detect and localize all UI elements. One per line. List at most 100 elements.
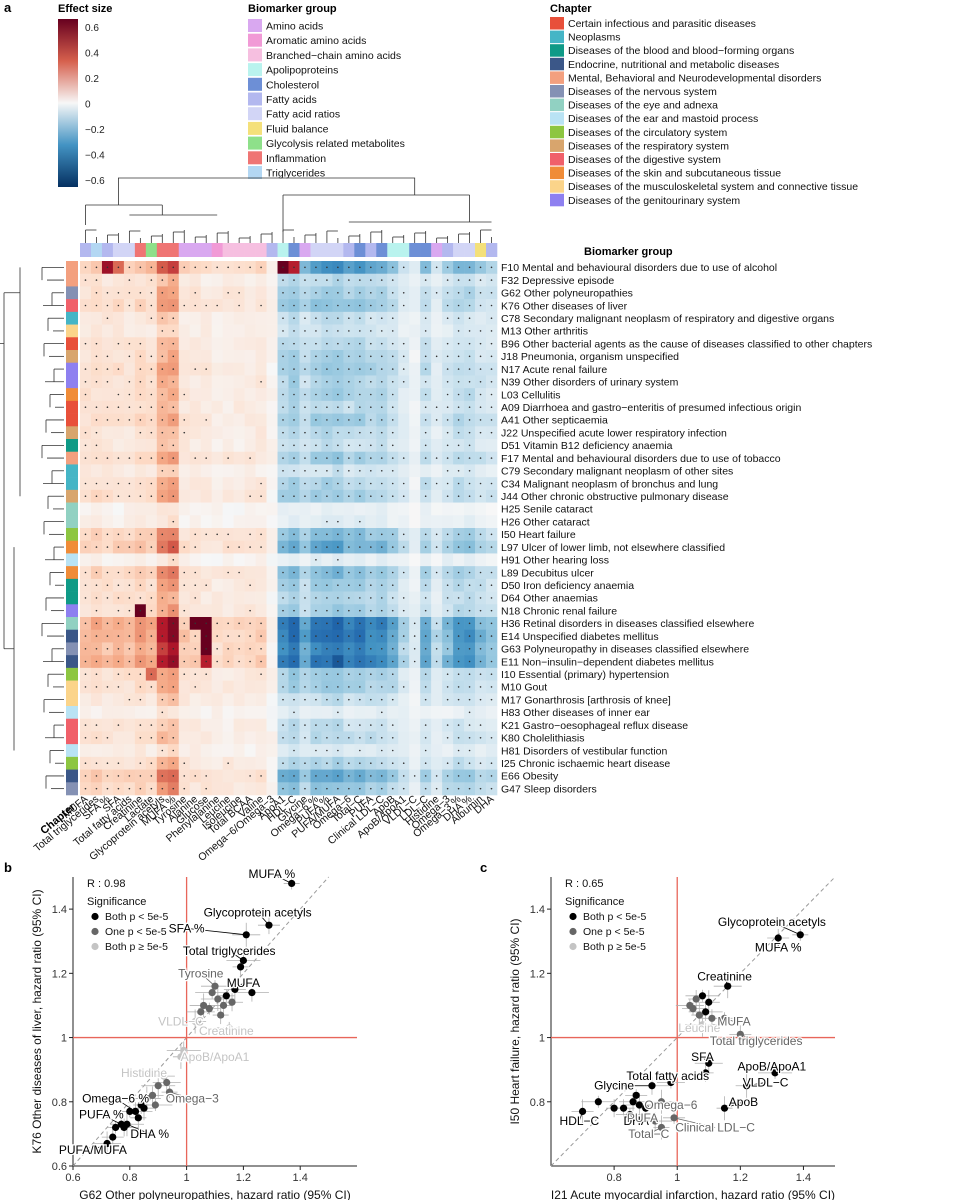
biomarker-group-cell	[222, 243, 234, 257]
significance-dot	[293, 380, 295, 383]
heatmap-cell	[90, 553, 103, 567]
significance-dot	[183, 787, 186, 790]
significance-dot	[117, 419, 120, 421]
significance-dot	[348, 787, 350, 790]
significance-dot	[194, 584, 197, 587]
significance-dot	[435, 787, 438, 790]
heatmap-cell	[244, 464, 256, 478]
heatmap-cell	[299, 706, 311, 720]
significance-dot	[348, 775, 350, 777]
significance-dot	[490, 571, 493, 574]
heatmap-cell	[233, 578, 245, 592]
significance-dot	[479, 495, 482, 498]
significance-dot	[260, 304, 262, 307]
biomarker-legend-label: Amino acids	[266, 21, 323, 33]
significance-dot	[249, 266, 251, 269]
significance-dot	[380, 597, 383, 599]
significance-dot	[161, 482, 164, 485]
significance-dot	[315, 724, 317, 726]
heatmap-cell	[123, 718, 136, 732]
biomarker-group-cell	[398, 243, 410, 257]
heatmap-cell	[189, 782, 202, 796]
heatmap-cell	[222, 553, 234, 567]
chapter-cell	[66, 566, 78, 580]
heatmap-cell	[409, 273, 421, 287]
heatmap-cell	[189, 413, 202, 427]
row-label: K21 Gastro−oesophageal reflux disease	[501, 720, 688, 732]
chapter-cell	[66, 261, 78, 275]
heatmap-cell	[244, 718, 256, 732]
heatmap-cell	[178, 324, 191, 338]
heatmap-cell	[178, 693, 191, 707]
significance-dot	[106, 291, 109, 294]
row-label: G62 Other polyneuropathies	[501, 288, 633, 300]
significance-dot	[139, 431, 142, 434]
chapter-legend-swatch	[550, 166, 564, 180]
significance-dot	[468, 368, 471, 370]
heatmap-cell	[233, 439, 245, 453]
heatmap-cell	[222, 299, 234, 313]
significance-dot	[402, 304, 405, 307]
significance-dot	[391, 457, 394, 459]
heatmap-cell	[101, 439, 114, 453]
significance-dot	[260, 622, 262, 625]
label-leader	[92, 1143, 108, 1151]
heatmap-cell	[244, 553, 256, 567]
significance-dot	[457, 686, 460, 688]
significance-dot	[95, 355, 98, 358]
significance-dot	[172, 291, 175, 294]
significance-dot	[282, 546, 284, 548]
chapter-legend-swatch	[550, 193, 564, 207]
chapter-legend-swatch	[550, 44, 564, 57]
significance-dot	[128, 380, 131, 383]
significance-dot	[150, 355, 153, 358]
heatmap-cell	[420, 502, 432, 516]
label-leader	[699, 1024, 703, 1029]
significance-dot	[304, 406, 306, 409]
significance-dot	[106, 546, 109, 548]
significance-dot	[337, 724, 339, 726]
chapter-cell	[66, 578, 78, 592]
heatmap-cell	[211, 744, 223, 758]
heatmap-cell	[409, 311, 421, 325]
heatmap-cell	[200, 706, 212, 720]
heatmap-cell	[266, 299, 278, 313]
significance-dot	[183, 673, 186, 676]
significance-dot	[402, 380, 405, 383]
heatmap-cell	[211, 769, 223, 783]
biomarker-legend-swatch	[248, 19, 262, 32]
significance-dot	[95, 736, 98, 739]
significance-dot	[95, 609, 98, 612]
significance-dot	[326, 419, 328, 421]
significance-dot	[172, 647, 175, 650]
significance-dot	[490, 431, 493, 434]
significance-dot	[337, 355, 339, 358]
significance-dot	[326, 393, 328, 396]
significance-dot	[479, 330, 482, 332]
significance-dot	[446, 622, 449, 625]
significance-dot	[446, 368, 449, 370]
heatmap-cell	[255, 439, 267, 453]
significance-legend-marker	[91, 942, 99, 951]
significance-dot	[337, 266, 339, 269]
heatmap-cell	[134, 324, 147, 338]
significance-dot	[172, 762, 175, 765]
heatmap-cell	[409, 591, 421, 605]
heatmap-cell	[255, 578, 267, 592]
significance-dot	[479, 686, 482, 688]
heatmap-cell	[233, 680, 245, 694]
data-point	[248, 989, 256, 997]
significance-dot	[370, 355, 372, 358]
significance-dot	[359, 291, 361, 294]
significance-dot	[238, 291, 240, 294]
significance-dot	[402, 609, 405, 612]
significance-dot	[424, 673, 427, 676]
heatmap-cell	[200, 286, 212, 300]
heatmap-cell	[277, 706, 289, 720]
significance-dot	[337, 533, 339, 536]
significance-dot	[84, 406, 87, 409]
significance-dot	[424, 609, 427, 612]
heatmap-cell	[211, 489, 223, 503]
significance-dot	[457, 469, 460, 472]
significance-dot	[380, 304, 383, 307]
